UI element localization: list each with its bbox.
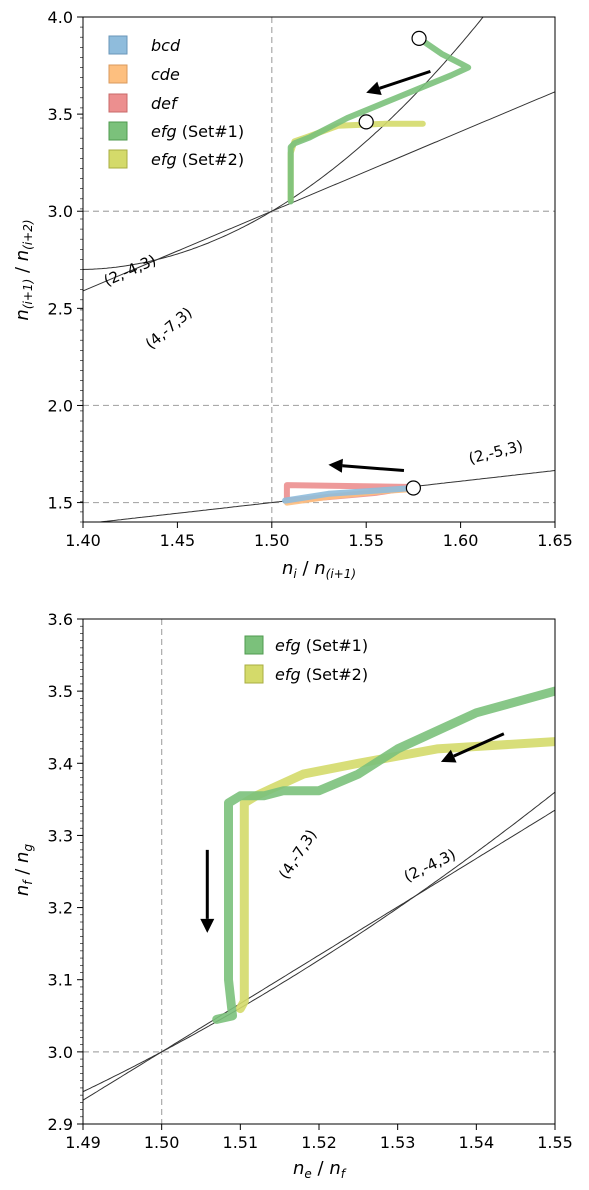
legend-swatch-bcd	[108, 35, 128, 55]
y-tick-label-0: 1.5	[48, 494, 73, 513]
top-reference-lines	[83, 17, 555, 522]
curve-label-bottom-4-7-3: (4,-7,3)	[275, 826, 320, 882]
bottom-overlay	[200, 732, 505, 933]
x-tick-label-2: 1.50	[254, 531, 290, 550]
y-tick-label-0: 2.9	[48, 1115, 73, 1134]
bottom-y-axis-label: nf / ng	[12, 844, 35, 897]
curve-label-top-2-4-3: (2,-4,3)	[101, 251, 159, 290]
bottom-data-series	[212, 686, 555, 1024]
top-x-axis-label: ni / n(i+1)	[282, 558, 356, 581]
x-tick-label-1: 1.50	[144, 1133, 180, 1152]
bottom-theory-curves	[83, 791, 555, 1101]
bottom-axes-frame	[82, 618, 556, 1125]
y-tick-label-6: 3.5	[48, 682, 73, 701]
theory-curve-1	[83, 809, 555, 1101]
y-tick-label-2: 3.1	[48, 971, 73, 990]
y-tick-label-1: 2.0	[48, 396, 73, 415]
x-tick-label-4: 1.53	[380, 1133, 416, 1152]
series-efg-set-2-	[235, 737, 555, 1014]
top-overlay	[328, 30, 431, 496]
legend-label-cde: cde	[151, 65, 180, 84]
x-tick-label-2: 1.51	[223, 1133, 259, 1152]
direction-arrow-head-0	[440, 749, 457, 763]
direction-arrow-shaft-0	[453, 732, 505, 758]
direction-arrow-head-1	[328, 458, 343, 473]
series-bcd	[282, 485, 417, 504]
direction-arrow-shaft-1	[342, 464, 405, 473]
y-tick-label-3: 3.2	[48, 899, 73, 918]
top-y-axis-label: n(i+1) / n(i+2)	[12, 219, 35, 320]
legend-label-efg-set1-bottom: efg (Set#1)	[275, 636, 368, 655]
direction-arrow-head-1	[200, 918, 215, 933]
legend-label-bcd: bcd	[151, 36, 181, 55]
curve-label-top-4-7-3: (4,-7,3)	[142, 304, 196, 353]
curve-label-top-2-5-3: (2,-5,3)	[467, 437, 525, 468]
bottom-ticks: 1.49 1.50 1.51 1.52 1.53 1.54 1.55 2.9 3.0 3.1 3.2…	[48, 610, 573, 1152]
bottom-legend: efg (Set#1) efg (Set#2)	[244, 635, 368, 684]
series-efg-set-1-	[287, 35, 472, 205]
top-ticks: 1.40 1.45 1.50 1.55 1.60 1.65 1.5 2.0 2.5 3.0 3.5 4…	[48, 8, 573, 550]
x-tick-label-3: 1.52	[301, 1133, 337, 1152]
y-tick-label-4: 3.3	[48, 826, 73, 845]
y-tick-label-2: 2.5	[48, 299, 73, 318]
top-panel: 1.40 1.45 1.50 1.55 1.60 1.65 1.5 2.0 2.5 3.0 3.5 4…	[12, 8, 573, 581]
theory-curve-0	[83, 91, 555, 292]
theory-curve-1	[83, 17, 484, 270]
x-tick-label-5: 1.65	[537, 531, 573, 550]
top-data-series	[282, 35, 472, 506]
bottom-reference-lines	[83, 619, 555, 1124]
series-efg-set-1-	[212, 686, 555, 1024]
legend-label-efg-set1: efg (Set#1)	[151, 122, 244, 141]
start-marker-1	[358, 114, 374, 130]
legend-swatch-efg-set1-bottom	[244, 635, 264, 655]
legend-label-def: def	[151, 94, 179, 113]
legend-swatch-efg-set2	[108, 149, 128, 169]
bottom-x-axis-label: ne / nf	[293, 1158, 347, 1181]
legend-swatch-efg-set1	[108, 121, 128, 141]
direction-arrow-head-0	[366, 81, 382, 95]
direction-arrow-shaft-0	[379, 69, 431, 90]
start-marker-0	[411, 30, 427, 46]
legend-label-efg-set2-bottom: efg (Set#2)	[275, 665, 368, 684]
legend-swatch-def	[108, 93, 128, 113]
x-tick-label-0: 1.40	[65, 531, 101, 550]
x-tick-label-4: 1.60	[443, 531, 479, 550]
y-tick-label-1: 3.0	[48, 1043, 73, 1062]
legend-swatch-efg-set2-bottom	[244, 664, 264, 684]
x-tick-label-0: 1.49	[65, 1133, 101, 1152]
x-tick-label-6: 1.55	[537, 1133, 573, 1152]
top-legend: bcd cde def efg (Set#1) efg (Set#2)	[108, 35, 244, 169]
bottom-panel: 1.49 1.50 1.51 1.52 1.53 1.54 1.55 2.9 3.0 3.1 3.2…	[12, 610, 573, 1181]
x-tick-label-1: 1.45	[160, 531, 196, 550]
legend-swatch-cde	[108, 64, 128, 84]
y-tick-label-5: 3.4	[48, 754, 73, 773]
y-tick-label-7: 3.6	[48, 610, 73, 629]
legend-label-efg-set2: efg (Set#2)	[151, 150, 244, 169]
y-tick-label-5: 4.0	[48, 8, 73, 27]
start-marker-2	[405, 480, 421, 496]
y-tick-label-3: 3.0	[48, 202, 73, 221]
x-tick-label-3: 1.55	[348, 531, 384, 550]
y-tick-label-4: 3.5	[48, 105, 73, 124]
curve-label-bottom-2-4-3: (2,-4,3)	[401, 845, 459, 885]
x-tick-label-5: 1.54	[459, 1133, 495, 1152]
